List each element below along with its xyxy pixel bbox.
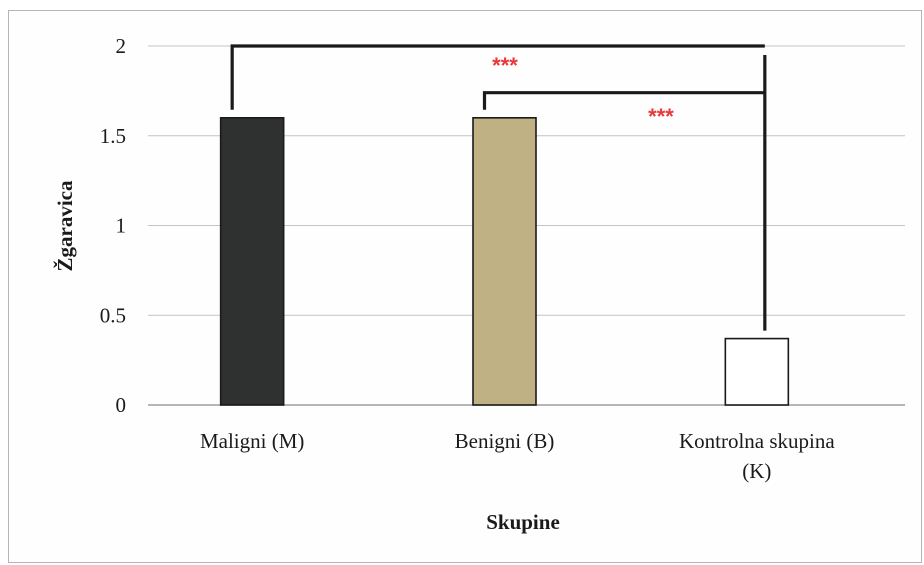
bar: [219, 117, 285, 406]
bar: [472, 117, 537, 406]
y-tick-label: 1: [116, 214, 127, 238]
x-tick-label: Benigni (B): [455, 429, 555, 453]
significance-bracket: [482, 91, 765, 110]
bars: [219, 117, 790, 406]
y-axis-title: Žgaravica: [53, 180, 77, 271]
x-axis-title: Skupine: [486, 510, 560, 534]
y-axis-ticks: 0 0.5 1 1.5 2: [100, 34, 126, 417]
significance-brackets: *** ***: [230, 44, 767, 331]
significance-label: ***: [648, 104, 674, 129]
y-tick-label: 0.5: [100, 303, 126, 327]
y-tick-label: 2: [116, 34, 127, 58]
y-tick-label: 1.5: [100, 124, 126, 148]
chart-frame: [8, 10, 922, 563]
significance-label: ***: [492, 53, 518, 78]
y-tick-label: 0: [116, 393, 127, 417]
bar: [724, 337, 790, 406]
x-tick-label: Maligni (M): [200, 429, 304, 453]
significance-bracket: [230, 44, 765, 110]
x-axis-categories: Maligni (M) Benigni (B) Kontrolna skupina(…: [200, 429, 835, 483]
x-tick-label: Kontrolna skupina (K): [679, 429, 835, 483]
